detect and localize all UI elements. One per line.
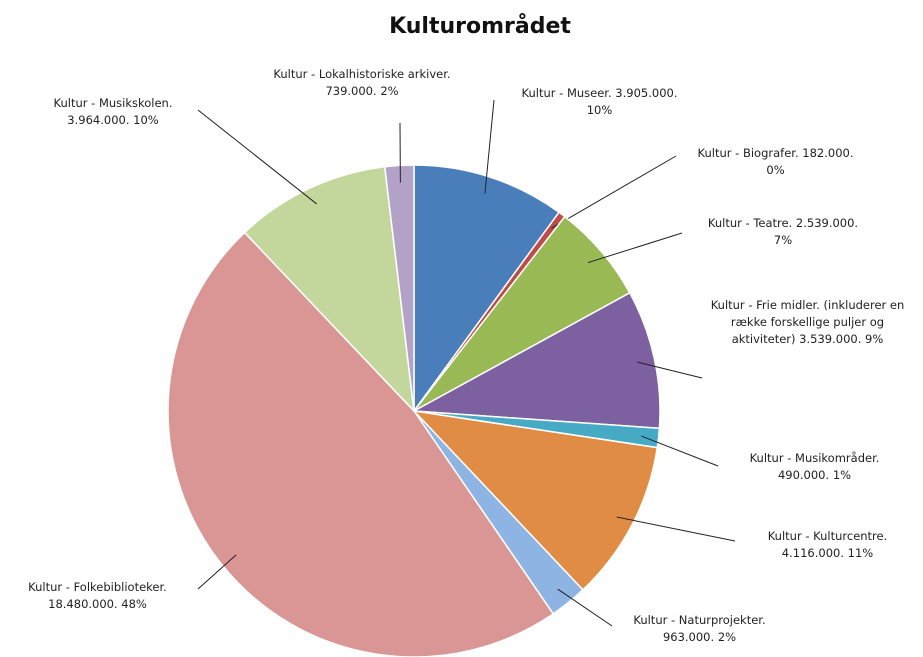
leader-line xyxy=(616,516,736,542)
label-category: Kultur - Folkebiblioteker. xyxy=(28,580,167,594)
pie-slice xyxy=(411,291,661,430)
label-percent: 10% xyxy=(133,113,159,127)
label-category: Kultur - Lokalhistoriske arkiver. xyxy=(273,67,451,81)
data-label: Kultur - Naturprojekter. 963.000. 2% xyxy=(602,612,797,646)
leader-line xyxy=(197,554,237,590)
data-label: Kultur - Lokalhistoriske arkiver. 739.00… xyxy=(262,66,462,100)
data-label: Kultur - Museer. 3.905.000. 10% xyxy=(492,85,707,119)
label-category: Kultur - Musikområder. xyxy=(749,451,880,465)
leader-line xyxy=(197,109,318,205)
data-label: Kultur - Biografer. 182.000. 0% xyxy=(668,145,883,179)
pie-slice xyxy=(167,231,555,657)
leader-line xyxy=(557,588,613,627)
label-value: 182.000. xyxy=(802,146,854,160)
leader-line xyxy=(551,155,677,229)
label-value: 2.539.000. xyxy=(795,216,859,230)
label-percent: 1% xyxy=(832,468,852,482)
leader-line xyxy=(637,361,703,379)
label-percent: 11% xyxy=(847,546,874,560)
leader-line xyxy=(641,435,719,467)
label-percent: 2% xyxy=(380,84,399,98)
label-value: 3.905.000. xyxy=(615,86,678,100)
label-percent: 2% xyxy=(717,630,737,644)
label-value: 18.480.000. xyxy=(48,597,118,611)
label-category: Kultur - Museer. xyxy=(521,86,612,100)
label-value: 490.000. xyxy=(777,468,830,482)
label-percent: 0% xyxy=(766,163,785,177)
label-percent: 9% xyxy=(865,332,884,346)
label-category: Kultur - Biografer. xyxy=(697,146,799,160)
label-percent: 10% xyxy=(586,103,613,117)
data-label: Kultur - Musikområder. 490.000. 1% xyxy=(712,450,917,484)
label-value: 4.116.000. xyxy=(781,546,844,560)
label-percent: 7% xyxy=(773,233,793,247)
label-value: 963.000. xyxy=(662,630,715,644)
data-label: Kultur - Frie midler. (inkluderer en ræk… xyxy=(700,297,915,348)
label-category: Kultur - Musikskolen. xyxy=(53,96,173,110)
label-category: Kultur - Kulturcentre. xyxy=(767,529,888,543)
data-label: Kultur - Teatre. 2.539.000. 7% xyxy=(678,215,888,249)
label-category: Kultur - Frie midler. (inkluderer en ræk… xyxy=(710,298,905,346)
leader-line xyxy=(484,99,495,194)
pie-slice xyxy=(413,164,561,414)
chart-title: Kulturområdet xyxy=(389,14,571,39)
pie-slice xyxy=(383,164,415,412)
label-category: Kultur - Naturprojekter. xyxy=(633,613,766,627)
label-value: 739.000. xyxy=(325,84,377,98)
label-percent: 48% xyxy=(121,597,147,611)
pie-slice xyxy=(411,409,659,591)
pie-slice xyxy=(243,165,416,414)
data-label: Kultur - Musikskolen. 3.964.000. 10% xyxy=(28,95,198,129)
label-category: Kultur - Teatre. xyxy=(707,216,793,230)
data-label: Kultur - Folkebiblioteker. 18.480.000. 48… xyxy=(0,579,195,613)
label-value: 3.539.000. xyxy=(799,332,862,346)
data-label: Kultur - Kulturcentre. 4.116.000. 11% xyxy=(730,528,923,562)
label-value: 3.964.000. xyxy=(67,113,130,127)
leader-line xyxy=(587,232,683,264)
